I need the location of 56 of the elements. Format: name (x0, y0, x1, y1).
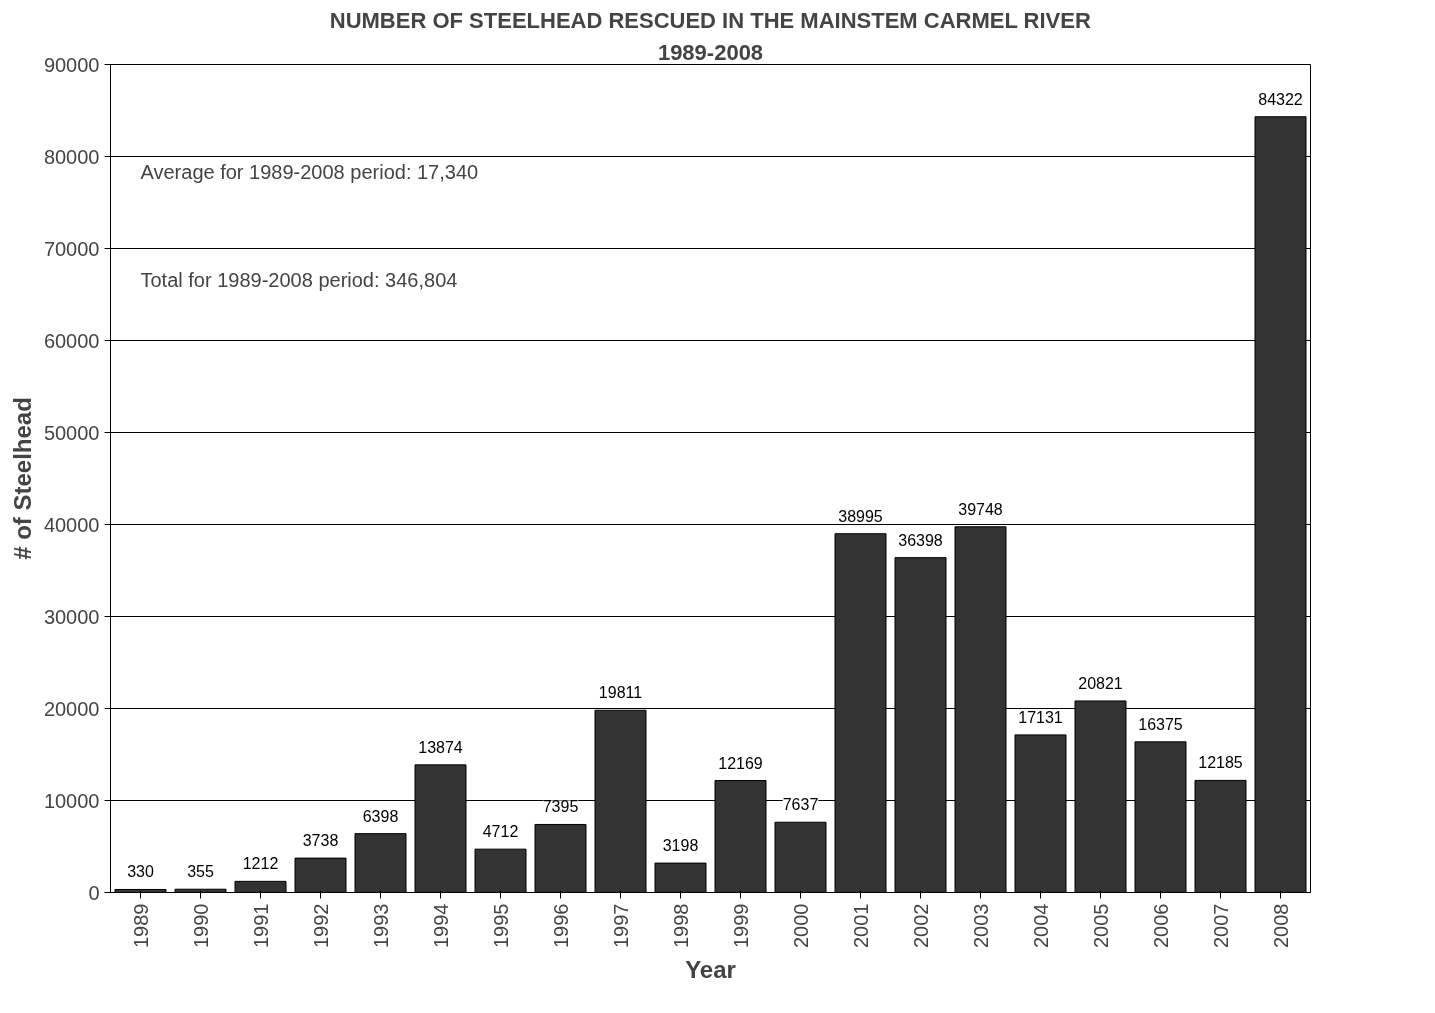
x-tick-label: 2005 (1089, 903, 1112, 948)
x-tick-label: 2004 (1029, 903, 1052, 948)
x-tick-label: 1996 (549, 903, 572, 948)
y-tick-label: 20000 (43, 697, 100, 720)
data-label: 13874 (418, 738, 463, 756)
data-label: 355 (187, 863, 214, 881)
data-label: 4712 (482, 823, 519, 841)
data-label: 84322 (1258, 90, 1303, 108)
y-tick-label: 90000 (43, 53, 100, 76)
x-tick-label: 1997 (609, 903, 632, 948)
data-label: 12169 (718, 754, 763, 772)
data-label: 12185 (1198, 754, 1243, 772)
x-tick-label: 2006 (1149, 903, 1172, 948)
x-tick-label: 2002 (909, 903, 932, 948)
data-label: 6398 (362, 807, 399, 825)
x-tick-label: 1993 (369, 903, 392, 948)
x-axis-title: Year (685, 955, 736, 983)
y-axis-title: # of Steelhead (8, 397, 36, 560)
x-tick-label: 1999 (729, 903, 752, 948)
annotation: Total for 1989-2008 period: 346,804 (140, 268, 458, 291)
data-label: 20821 (1078, 674, 1123, 692)
x-tick-label: 1992 (309, 903, 332, 948)
y-tick-label: 70000 (43, 237, 100, 260)
y-tick-label: 60000 (43, 329, 100, 352)
y-tick-label: 40000 (43, 513, 100, 536)
x-tick-label: 1998 (669, 903, 692, 948)
x-tick-label: 2003 (969, 903, 992, 948)
x-tick-label: 2007 (1209, 903, 1232, 948)
x-tick-label: 2001 (849, 903, 872, 948)
y-tick-label: 30000 (43, 605, 100, 628)
data-label: 7637 (782, 796, 819, 814)
data-label: 3198 (662, 837, 699, 855)
chart-title: NUMBER OF STEELHEAD RESCUED IN THE MAINSTEM CARMEL RIVER (329, 7, 1091, 33)
data-label: 36398 (898, 531, 943, 549)
data-label: 3738 (302, 832, 339, 850)
annotation: Average for 1989-2008 period: 17,340 (140, 161, 479, 184)
data-label: 39748 (958, 500, 1003, 518)
data-label: 330 (127, 863, 154, 881)
data-label: 1212 (242, 855, 279, 873)
chart-subtitle: 1989-2008 (657, 39, 764, 65)
y-tick-label: 80000 (43, 145, 100, 168)
x-tick-label: 1989 (129, 903, 152, 948)
y-tick-label: 10000 (43, 789, 100, 812)
x-tick-label: 2008 (1269, 903, 1292, 948)
data-label: 7395 (542, 798, 579, 816)
y-tick-label: 0 (88, 881, 100, 904)
data-label: 38995 (838, 507, 883, 525)
x-tick-label: 1995 (489, 903, 512, 948)
data-label: 17131 (1018, 708, 1063, 726)
x-tick-label: 1991 (249, 903, 272, 948)
data-label: 19811 (598, 684, 643, 702)
x-tick-label: 2000 (789, 903, 812, 948)
x-tick-label: 1990 (189, 903, 212, 948)
data-label: 16375 (1138, 715, 1183, 733)
y-tick-label: 50000 (43, 421, 100, 444)
x-tick-label: 1994 (429, 903, 452, 948)
